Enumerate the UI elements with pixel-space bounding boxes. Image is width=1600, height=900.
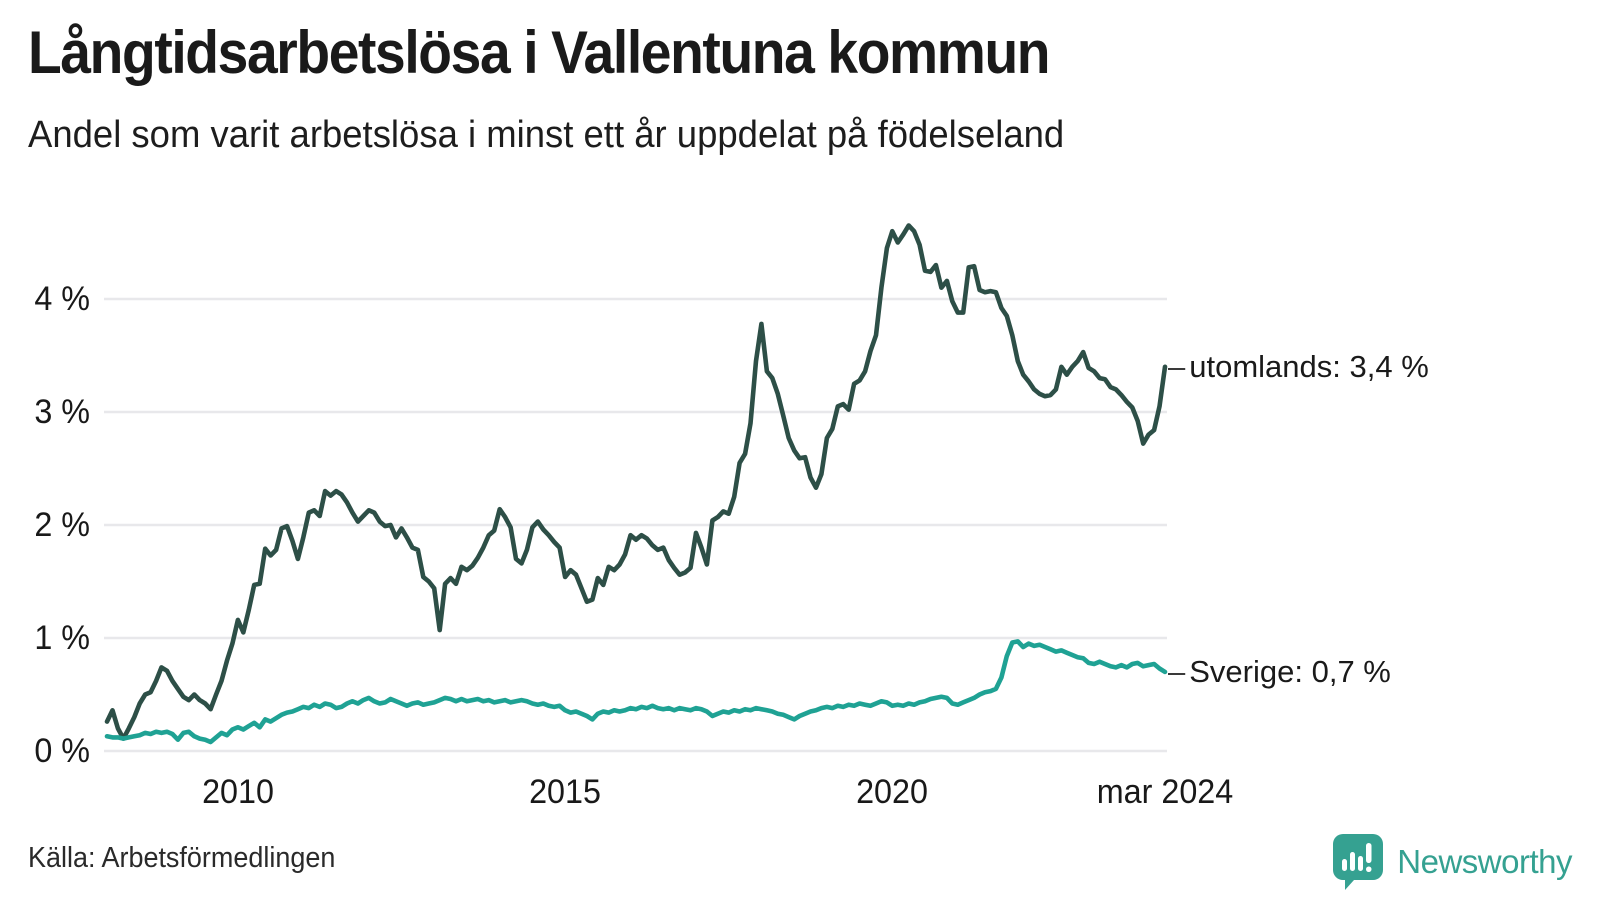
y-tick-label-3: 3 % [34, 393, 90, 431]
x-tick-label-2020: 2020 [856, 773, 929, 811]
series-line-Sverige [104, 639, 1168, 745]
x-tick-label-mar-2024: mar 2024 [1096, 773, 1234, 811]
y-tick-label-4: 4 % [34, 280, 90, 318]
series-label-text: Sverige: 0,7 % [1189, 653, 1391, 689]
newsworthy-branding: Newsworthy [1331, 832, 1572, 892]
series-label-Sverige: – Sverige: 0,7 % [1168, 650, 1391, 694]
x-tick-label-2015: 2015 [529, 773, 602, 811]
source-note: Källa: Arbetsförmedlingen [28, 842, 336, 874]
newsworthy-logo-text: Newsworthy [1397, 843, 1572, 880]
y-tick-label-1: 1 % [34, 619, 90, 657]
label-connector-dash: – [1168, 348, 1186, 384]
x-tick-label-2010: 2010 [201, 773, 274, 811]
label-connector-dash: – [1168, 653, 1186, 689]
series-label-text: utomlands: 3,4 % [1189, 348, 1429, 384]
y-tick-label-0: 0 % [34, 732, 90, 770]
series-line-utomlands [104, 223, 1168, 741]
series-label-utomlands: – utomlands: 3,4 % [1168, 345, 1429, 389]
page-subtitle: Andel som varit arbetslösa i minst ett å… [28, 114, 1065, 156]
y-tick-label-2: 2 % [34, 506, 90, 544]
page-title: Långtidsarbetslösa i Vallentuna kommun [28, 19, 1051, 86]
newsworthy-logo-icon [1331, 832, 1385, 892]
